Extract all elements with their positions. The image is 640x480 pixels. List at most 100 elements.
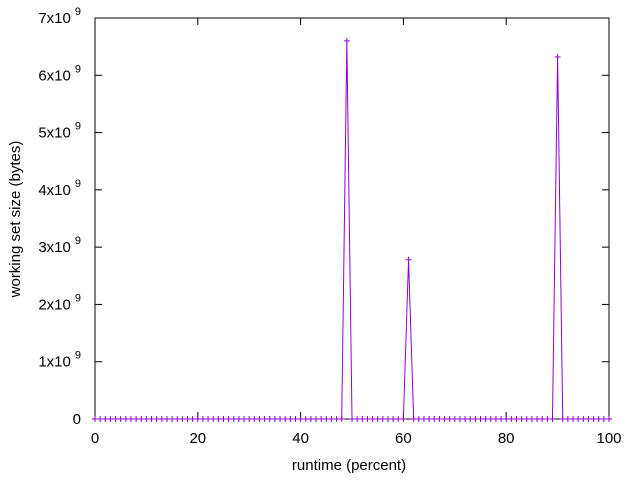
data-point bbox=[174, 416, 181, 422]
x-axis-label: runtime (percent) bbox=[292, 457, 406, 474]
data-point bbox=[369, 416, 376, 422]
data-point bbox=[575, 416, 582, 422]
data-point bbox=[456, 416, 463, 422]
data-point bbox=[482, 416, 489, 422]
data-point bbox=[436, 416, 443, 422]
y-tick-label: 6x10 9 bbox=[38, 63, 81, 84]
data-point bbox=[179, 416, 186, 422]
data-point bbox=[467, 416, 474, 422]
data-point bbox=[528, 416, 535, 422]
data-point bbox=[498, 416, 505, 422]
data-point bbox=[570, 416, 577, 422]
data-point bbox=[400, 416, 407, 422]
data-point bbox=[395, 416, 402, 422]
data-point bbox=[138, 416, 145, 422]
data-point bbox=[487, 416, 494, 422]
data-point bbox=[184, 416, 191, 422]
data-point bbox=[199, 416, 206, 422]
data-point bbox=[107, 416, 114, 422]
data-point bbox=[451, 416, 458, 422]
data-point bbox=[127, 416, 134, 422]
data-point bbox=[518, 416, 525, 422]
data-point bbox=[364, 416, 371, 422]
data-point bbox=[349, 416, 355, 422]
y-tick-label: 3x10 9 bbox=[38, 235, 81, 256]
data-point bbox=[328, 416, 335, 422]
data-point bbox=[564, 416, 571, 422]
data-point bbox=[158, 416, 165, 422]
data-point bbox=[539, 416, 546, 422]
data-point bbox=[163, 416, 170, 422]
data-point bbox=[600, 416, 607, 422]
data-point bbox=[251, 416, 258, 422]
data-point bbox=[189, 416, 196, 422]
data-point bbox=[210, 416, 217, 422]
plot-frame bbox=[94, 17, 610, 420]
data-point bbox=[441, 416, 448, 422]
series-line-0 bbox=[95, 40, 609, 420]
data-point bbox=[277, 416, 284, 422]
data-point bbox=[266, 416, 273, 422]
x-tick-label: 80 bbox=[498, 430, 515, 447]
data-point bbox=[472, 416, 479, 422]
data-point bbox=[313, 416, 320, 422]
data-point bbox=[112, 416, 119, 422]
data-point bbox=[246, 416, 253, 422]
data-point bbox=[205, 416, 212, 422]
data-point bbox=[133, 416, 140, 422]
data-point bbox=[102, 416, 109, 422]
series-layer bbox=[92, 37, 612, 422]
data-point bbox=[333, 416, 340, 422]
data-point bbox=[230, 416, 237, 422]
data-point bbox=[374, 416, 381, 422]
data-point bbox=[271, 416, 278, 422]
data-point bbox=[580, 416, 587, 422]
data-point bbox=[338, 416, 345, 422]
data-point bbox=[554, 53, 561, 60]
data-point bbox=[220, 416, 227, 422]
x-tick-label: 60 bbox=[395, 430, 412, 447]
data-point bbox=[256, 416, 263, 422]
data-point bbox=[92, 416, 98, 422]
y-tick-label: 1x10 9 bbox=[38, 350, 81, 371]
data-point bbox=[261, 416, 268, 422]
data-point bbox=[241, 416, 248, 422]
data-point bbox=[549, 416, 556, 422]
y-tick-label: 5x10 9 bbox=[38, 121, 81, 142]
data-point bbox=[215, 416, 222, 422]
data-point bbox=[97, 416, 104, 422]
data-point bbox=[559, 416, 566, 422]
data-point bbox=[585, 416, 592, 422]
data-point bbox=[122, 416, 129, 422]
y-tick-label: 4x10 9 bbox=[38, 178, 81, 199]
data-point bbox=[323, 416, 330, 422]
data-point bbox=[292, 416, 299, 422]
data-point bbox=[169, 416, 176, 422]
data-point bbox=[302, 416, 309, 422]
data-point bbox=[318, 416, 325, 422]
data-point bbox=[492, 416, 499, 422]
data-point bbox=[390, 416, 397, 422]
data-point bbox=[426, 416, 433, 422]
data-point bbox=[235, 416, 242, 422]
data-point bbox=[343, 37, 350, 44]
y-axis-label: working set size (bytes) bbox=[7, 141, 24, 299]
data-point bbox=[282, 416, 289, 422]
data-point bbox=[523, 416, 530, 422]
data-point bbox=[405, 256, 412, 263]
y-tick-label: 7x10 9 bbox=[38, 6, 81, 27]
data-point bbox=[420, 416, 427, 422]
data-point bbox=[225, 416, 232, 422]
data-point bbox=[415, 416, 422, 422]
data-point bbox=[307, 416, 314, 422]
data-point bbox=[384, 416, 391, 422]
data-point bbox=[477, 416, 484, 422]
data-point bbox=[379, 416, 386, 422]
x-tick-label: 40 bbox=[292, 430, 309, 447]
x-tick-label: 20 bbox=[189, 430, 206, 447]
x-tick-label: 100 bbox=[596, 430, 621, 447]
data-point bbox=[606, 416, 612, 422]
y-tick-label: 0 bbox=[73, 411, 81, 428]
data-point bbox=[194, 416, 201, 422]
